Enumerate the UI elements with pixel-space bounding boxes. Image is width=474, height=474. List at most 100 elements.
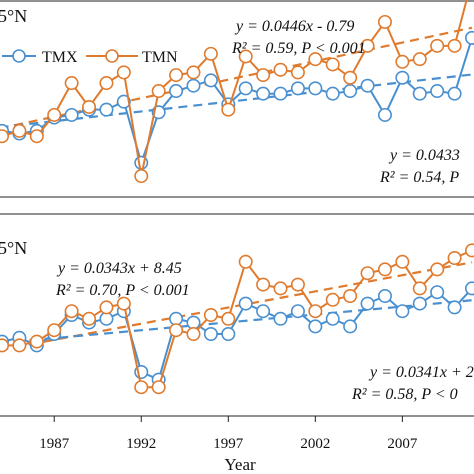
data-point-tmx: [447, 300, 462, 315]
legend-tmx-marker: [12, 49, 26, 63]
data-point-tmn: [12, 338, 27, 353]
data-point-tmx: [360, 78, 375, 93]
data-point-tmn: [116, 296, 131, 311]
data-point-tmn: [99, 300, 114, 315]
data-point-tmx: [412, 86, 427, 101]
data-point-tmn: [186, 65, 201, 80]
data-point-tmn: [0, 338, 9, 353]
data-point-tmx: [465, 30, 474, 45]
data-point-tmn: [447, 251, 462, 266]
data-point-tmn: [203, 307, 218, 322]
data-point-tmn: [308, 52, 323, 67]
data-point-tmx: [377, 288, 392, 303]
data-point-tmx: [221, 326, 236, 341]
panel-bottom: 5°N y = 0.0343x + 8.45 R² = 0.70, P < 0.…: [0, 213, 474, 417]
data-point-tmx: [273, 311, 288, 326]
data-point-tmn: [221, 102, 236, 117]
data-point-tmn: [151, 84, 166, 99]
data-point-tmx: [99, 311, 114, 326]
data-point-tmx: [290, 304, 305, 319]
data-point-tmn: [395, 54, 410, 69]
data-point-tmn: [395, 254, 410, 269]
x-axis-title: Year: [224, 455, 256, 474]
panel-bottom-tmn-stats: R² = 0.70, P < 0.001: [55, 282, 190, 299]
data-point-tmx: [465, 281, 474, 296]
legend: TMX TMN: [2, 49, 178, 66]
x-tick-label: 2007: [387, 436, 418, 452]
data-point-tmn: [412, 281, 427, 296]
panel-bottom-tmn-equation: y = 0.0343x + 8.45: [56, 260, 182, 277]
data-point-tmx: [186, 315, 201, 330]
data-point-tmx: [273, 86, 288, 101]
data-point-tmx: [430, 84, 445, 99]
data-point-tmn: [325, 292, 340, 307]
data-point-tmx: [447, 86, 462, 101]
data-point-tmx: [325, 311, 340, 326]
data-point-tmn: [325, 57, 340, 72]
data-point-tmn: [221, 311, 236, 326]
data-point-tmx: [308, 81, 323, 96]
data-point-tmn: [29, 334, 44, 349]
data-point-tmn: [412, 52, 427, 67]
data-point-tmx: [395, 304, 410, 319]
data-point-tmx: [203, 73, 218, 88]
x-tick-label: 1987: [39, 436, 70, 452]
data-point-tmx: [360, 296, 375, 311]
data-point-tmn: [256, 68, 271, 83]
data-point-tmn: [116, 65, 131, 80]
x-axis-ticks: 1987 1992 1997 2002 2007: [39, 416, 418, 452]
panel-top-tmx-equation: y = 0.0433: [388, 147, 460, 164]
data-point-tmn: [64, 76, 79, 91]
legend-tmn-marker: [105, 49, 119, 63]
data-point-tmx: [116, 94, 131, 109]
panel-top-tmn-stats: R² = 0.59, P < 0.001: [231, 40, 366, 57]
panel-top-label: 5°N: [0, 6, 27, 26]
data-point-tmn: [169, 323, 184, 338]
data-point-tmx: [238, 81, 253, 96]
data-point-tmx: [169, 311, 184, 326]
data-point-tmn: [308, 304, 323, 319]
data-point-tmx: [203, 326, 218, 341]
data-point-tmx: [430, 285, 445, 300]
data-point-tmn: [256, 277, 271, 292]
data-point-tmx: [256, 86, 271, 101]
data-point-tmx: [169, 84, 184, 99]
data-point-tmn: [134, 380, 149, 395]
data-point-tmx: [343, 319, 358, 334]
data-point-tmx: [395, 70, 410, 85]
x-tick-label: 1992: [126, 436, 156, 452]
data-point-tmn: [360, 266, 375, 281]
data-point-tmn: [360, 38, 375, 53]
data-point-tmx: [64, 107, 79, 122]
data-point-tmn: [273, 281, 288, 296]
data-point-tmn: [169, 68, 184, 83]
data-point-tmn: [12, 123, 27, 138]
data-point-tmn: [47, 323, 62, 338]
panel-bottom-tmx-stats: R² = 0.58, P < 0: [351, 386, 458, 403]
data-point-tmn: [377, 14, 392, 29]
data-point-tmn: [203, 46, 218, 61]
data-point-tmn: [29, 129, 44, 144]
data-point-tmn: [273, 62, 288, 77]
data-point-tmn: [238, 49, 253, 64]
legend-tmn-label: TMN: [142, 49, 178, 66]
data-point-tmx: [256, 304, 271, 319]
data-point-tmx: [377, 107, 392, 122]
data-point-tmn: [134, 169, 149, 184]
x-tick-label: 2002: [300, 436, 330, 452]
data-point-tmx: [343, 84, 358, 99]
data-point-tmx: [238, 296, 253, 311]
legend-tmx-label: TMX: [42, 49, 78, 66]
panel-bottom-label: 5°N: [0, 238, 27, 258]
data-point-tmn: [343, 70, 358, 85]
data-point-tmx: [325, 86, 340, 101]
panel-top-tmx-stats: R² = 0.54, P: [379, 169, 459, 186]
data-point-tmn: [238, 254, 253, 269]
data-point-tmn: [99, 76, 114, 91]
data-point-tmn: [186, 326, 201, 341]
data-point-tmn: [343, 288, 358, 303]
data-point-tmn: [290, 65, 305, 80]
data-point-tmx: [412, 296, 427, 311]
panel-bottom-tmx-equation: y = 0.0341x + 2: [368, 364, 474, 381]
